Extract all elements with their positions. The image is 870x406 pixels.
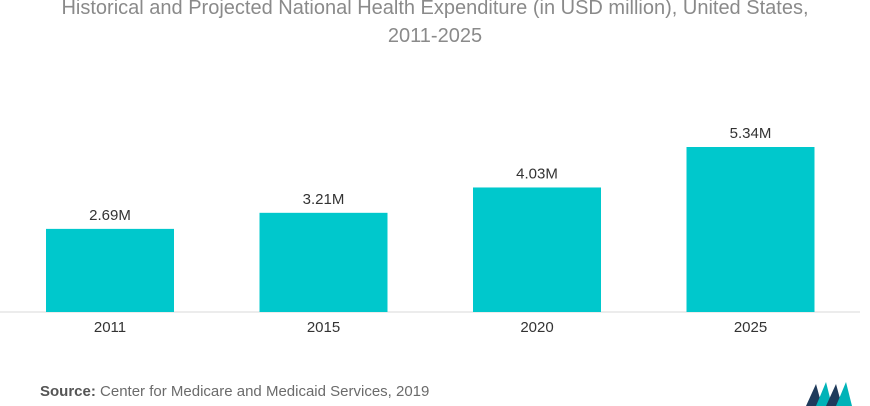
value-label-2011: 2.69M xyxy=(89,207,131,224)
tick-labels-group: 2011 2015 2020 2025 xyxy=(94,319,767,336)
x-tick-label-2011: 2011 xyxy=(94,319,126,336)
bar-2020 xyxy=(473,187,601,312)
source-note: Source: Center for Medicare and Medicaid… xyxy=(40,383,429,400)
bar-2011 xyxy=(46,228,174,312)
bar-2015 xyxy=(259,212,388,312)
chart-title: Historical and Projected National Health… xyxy=(0,0,870,50)
chart-title-line2: 2011-2025 xyxy=(387,25,483,47)
value-label-2025: 5.34M xyxy=(730,125,772,142)
bar-2025 xyxy=(686,147,815,312)
x-tick-label-2025: 2025 xyxy=(734,319,767,336)
source-text: Center for Medicare and Medicaid Service… xyxy=(100,383,430,400)
company-logo-icon xyxy=(806,382,852,406)
value-label-2020: 4.03M xyxy=(516,165,558,182)
source-label: Source: xyxy=(40,383,96,400)
chart-title-line1: Historical and Projected National Health… xyxy=(61,0,809,19)
x-tick-label-2015: 2015 xyxy=(307,319,340,336)
value-label-2015: 3.21M xyxy=(303,191,345,208)
x-tick-label-2020: 2020 xyxy=(520,319,553,336)
bars-group xyxy=(46,147,815,312)
value-labels-group: 2.69M 3.21M 4.03M 5.34M xyxy=(89,125,771,224)
